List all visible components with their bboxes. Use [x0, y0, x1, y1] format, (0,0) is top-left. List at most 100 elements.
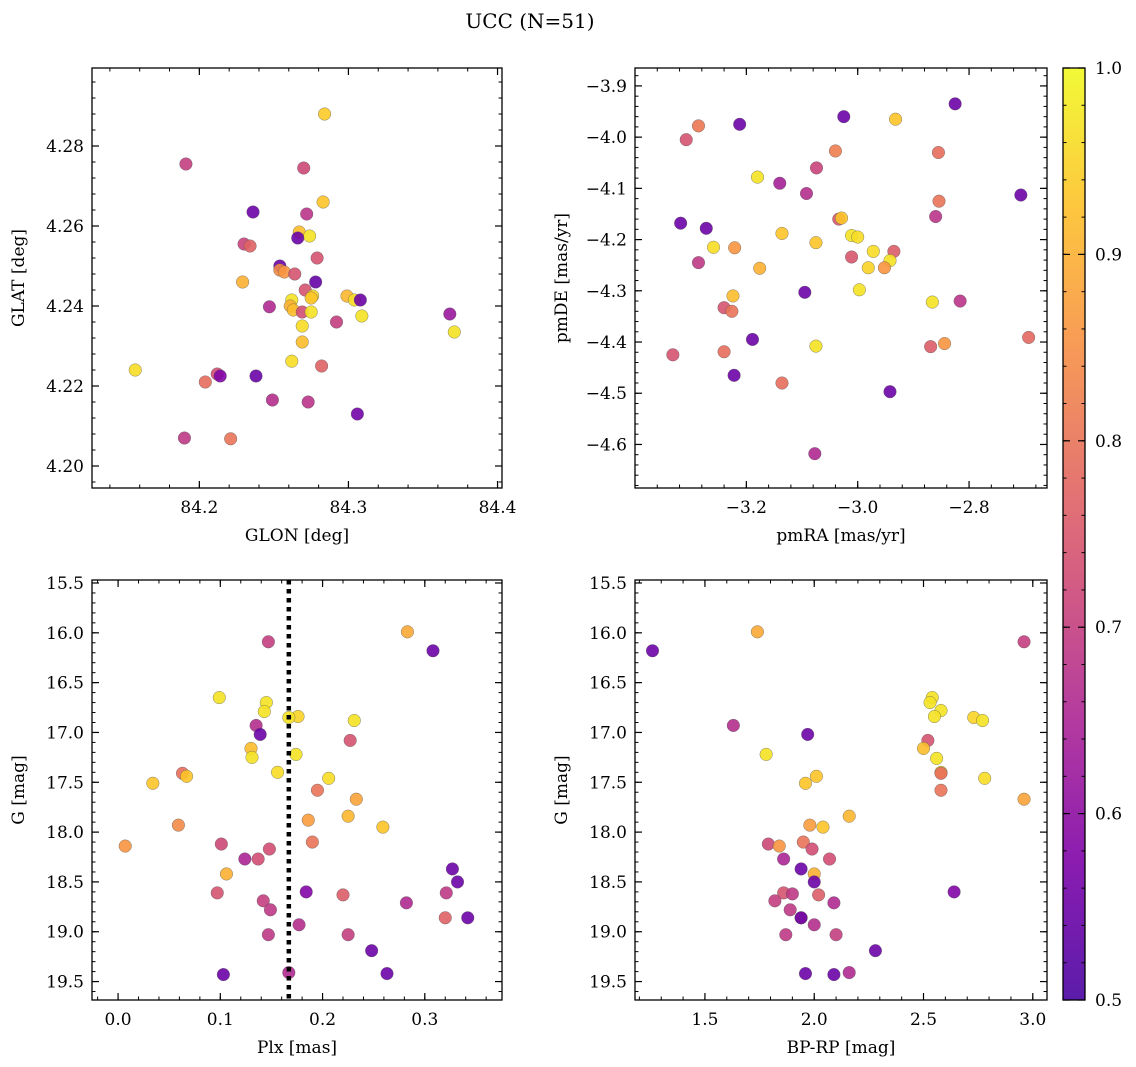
data-point [800, 187, 813, 200]
data-point [443, 307, 457, 321]
data-point [932, 194, 946, 208]
data-point [341, 928, 355, 942]
data-point [380, 967, 394, 981]
data-point [725, 304, 739, 318]
scatter-panel-2: −3.2 −3.0 −2.8 −3.9 −4.0 −4.1 −4.2 −4.3 −4.4 −4.5… [552, 67, 1048, 546]
colorbar-tick-label: 0.6 [1095, 805, 1122, 825]
data-point [330, 315, 343, 329]
data-point [349, 792, 363, 806]
data-point [365, 944, 379, 958]
scatter-panel-1: 84.2 84.3 84.4 4.20 4.22 4.24 4.26 4.28 GLON [de… [9, 67, 516, 546]
x-axis-label: BP-RP [mag] [787, 1038, 896, 1058]
data-point [717, 345, 731, 359]
data-point [271, 765, 285, 779]
colorbar-tick-label: 0.7 [1095, 618, 1122, 638]
data-point [808, 447, 822, 461]
y-tick-label: 4.24 [46, 297, 84, 317]
data-point [261, 635, 275, 649]
colorbar-tick-label: 1.0 [1095, 59, 1122, 79]
x-tick-label: 0.3 [411, 1010, 438, 1030]
y-tick-label: 19.0 [589, 923, 627, 943]
x-tick-label: 2.0 [801, 1010, 828, 1030]
data-point [785, 887, 799, 901]
data-point [930, 751, 944, 765]
data-point [253, 727, 267, 741]
data-point [679, 133, 693, 147]
data-point [931, 146, 945, 159]
data-point [261, 928, 275, 942]
y-tick-label: 17.5 [589, 773, 627, 793]
y-axis-label: pmDE [mas/yr] [552, 213, 572, 343]
x-axis-label: pmRA [mas/yr] [776, 526, 905, 546]
scatter-panel-3: 0.0 0.1 0.2 0.3 15.5 16.0 16.5 17.0 17.5 18.0 18.5… [9, 574, 503, 1058]
data-point [1017, 635, 1031, 649]
data-point [845, 250, 859, 264]
data-point [350, 407, 364, 421]
data-point [1017, 792, 1031, 806]
data-point [727, 368, 741, 382]
data-point [288, 267, 302, 281]
colorbar: 0.5 0.6 0.7 0.8 0.9 1.0 [1062, 59, 1122, 1011]
x-tick-label: 0.2 [309, 1010, 336, 1030]
data-point [809, 339, 823, 353]
y-tick-label: 4.26 [46, 217, 84, 237]
y-tick-label: −4.3 [586, 282, 627, 302]
figure-title: UCC (N=51) [465, 9, 594, 33]
data-point [728, 241, 742, 255]
y-tick-label: 18.5 [589, 873, 627, 893]
data-point [868, 944, 882, 958]
data-point [263, 903, 277, 917]
y-axis-label: G [mag] [552, 755, 572, 824]
y-tick-label: 17.0 [589, 723, 627, 743]
data-point [947, 885, 961, 899]
data-point [798, 285, 812, 299]
x-axis-label: Plx [mas] [257, 1038, 337, 1058]
data-point [777, 852, 791, 866]
y-tick-label: 17.0 [46, 723, 84, 743]
data-point [805, 842, 819, 856]
data-point [1014, 188, 1028, 202]
data-point [347, 714, 361, 727]
data-point [128, 363, 142, 377]
data-point [249, 369, 263, 383]
y-tick-label: 19.5 [46, 973, 84, 993]
x-tick-label: 84.2 [180, 498, 218, 518]
data-point [245, 750, 259, 764]
panels: 84.2 84.3 84.4 4.20 4.22 4.24 4.26 4.28 GLON [de… [9, 67, 1048, 1058]
data-point [866, 244, 880, 258]
data-point [246, 205, 260, 219]
data-point [171, 818, 185, 832]
y-tick-label: 18.0 [589, 823, 627, 843]
data-point [816, 820, 830, 834]
data-point [292, 918, 306, 932]
data-point [295, 319, 309, 333]
data-point [300, 207, 314, 221]
data-point [399, 896, 413, 910]
y-tick-label: −4.1 [586, 179, 627, 199]
data-point [146, 776, 160, 790]
data-point [666, 348, 680, 362]
data-point [304, 305, 318, 319]
data-point [336, 888, 350, 902]
data-point [746, 332, 759, 346]
data-point [772, 839, 786, 853]
data-point [877, 261, 891, 275]
data-point [251, 852, 265, 866]
data-point [809, 769, 823, 783]
data-point [316, 195, 330, 209]
data-point [976, 714, 989, 727]
y-tick-label: 16.0 [46, 624, 84, 644]
data-point [823, 852, 837, 866]
x-tick-label: 1.5 [691, 1010, 718, 1030]
colorbar-tick-label: 0.8 [1095, 432, 1122, 452]
data-point [851, 230, 865, 244]
data-point [285, 354, 299, 368]
x-tick-label: 0.0 [105, 1010, 132, 1030]
data-point [799, 967, 812, 981]
data-point [426, 644, 440, 658]
data-point [291, 231, 305, 245]
data-point [210, 886, 224, 900]
data-point [297, 161, 311, 175]
data-point [295, 335, 309, 349]
y-tick-label: 19.5 [589, 973, 627, 993]
